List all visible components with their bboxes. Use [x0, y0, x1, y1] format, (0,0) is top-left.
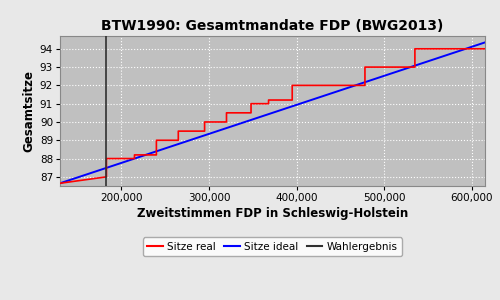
Sitze real: [434, 47, 440, 51]
Y-axis label: Gesamtsitze: Gesamtsitze: [22, 70, 36, 152]
Sitze real: [390, 65, 396, 69]
Sitze real: [266, 98, 272, 102]
Sitze real: [434, 47, 440, 51]
Sitze real: [248, 111, 254, 115]
Sitze real: [362, 84, 368, 87]
Sitze real: [248, 102, 254, 106]
Sitze real: [289, 98, 295, 102]
Sitze real: [412, 65, 418, 69]
Sitze real: [154, 153, 160, 157]
Sitze real: [202, 129, 207, 133]
Sitze real: [311, 84, 317, 87]
Sitze real: [176, 129, 182, 133]
Title: BTW1990: Gesamtmandate FDP (BWG2013): BTW1990: Gesamtmandate FDP (BWG2013): [102, 20, 443, 33]
Sitze real: [57, 182, 63, 185]
Legend: Sitze real, Sitze ideal, Wahlergebnis: Sitze real, Sitze ideal, Wahlergebnis: [144, 238, 402, 256]
Sitze real: [154, 139, 160, 142]
Sitze real: [132, 157, 138, 160]
Sitze real: [104, 175, 110, 179]
Sitze real: [266, 102, 272, 106]
Line: Sitze real: Sitze real: [60, 49, 485, 183]
Sitze real: [482, 47, 488, 51]
Sitze real: [412, 47, 418, 51]
Sitze real: [104, 157, 110, 160]
X-axis label: Zweitstimmen FDP in Schleswig-Holstein: Zweitstimmen FDP in Schleswig-Holstein: [137, 207, 408, 220]
Sitze real: [132, 153, 138, 157]
Sitze real: [362, 65, 368, 69]
Sitze real: [224, 111, 230, 115]
Sitze real: [176, 139, 182, 142]
Sitze real: [342, 84, 348, 87]
Sitze real: [311, 84, 317, 87]
Sitze real: [390, 65, 396, 69]
Sitze real: [342, 84, 348, 87]
Sitze real: [224, 120, 230, 124]
Sitze real: [289, 84, 295, 87]
Sitze real: [202, 120, 207, 124]
